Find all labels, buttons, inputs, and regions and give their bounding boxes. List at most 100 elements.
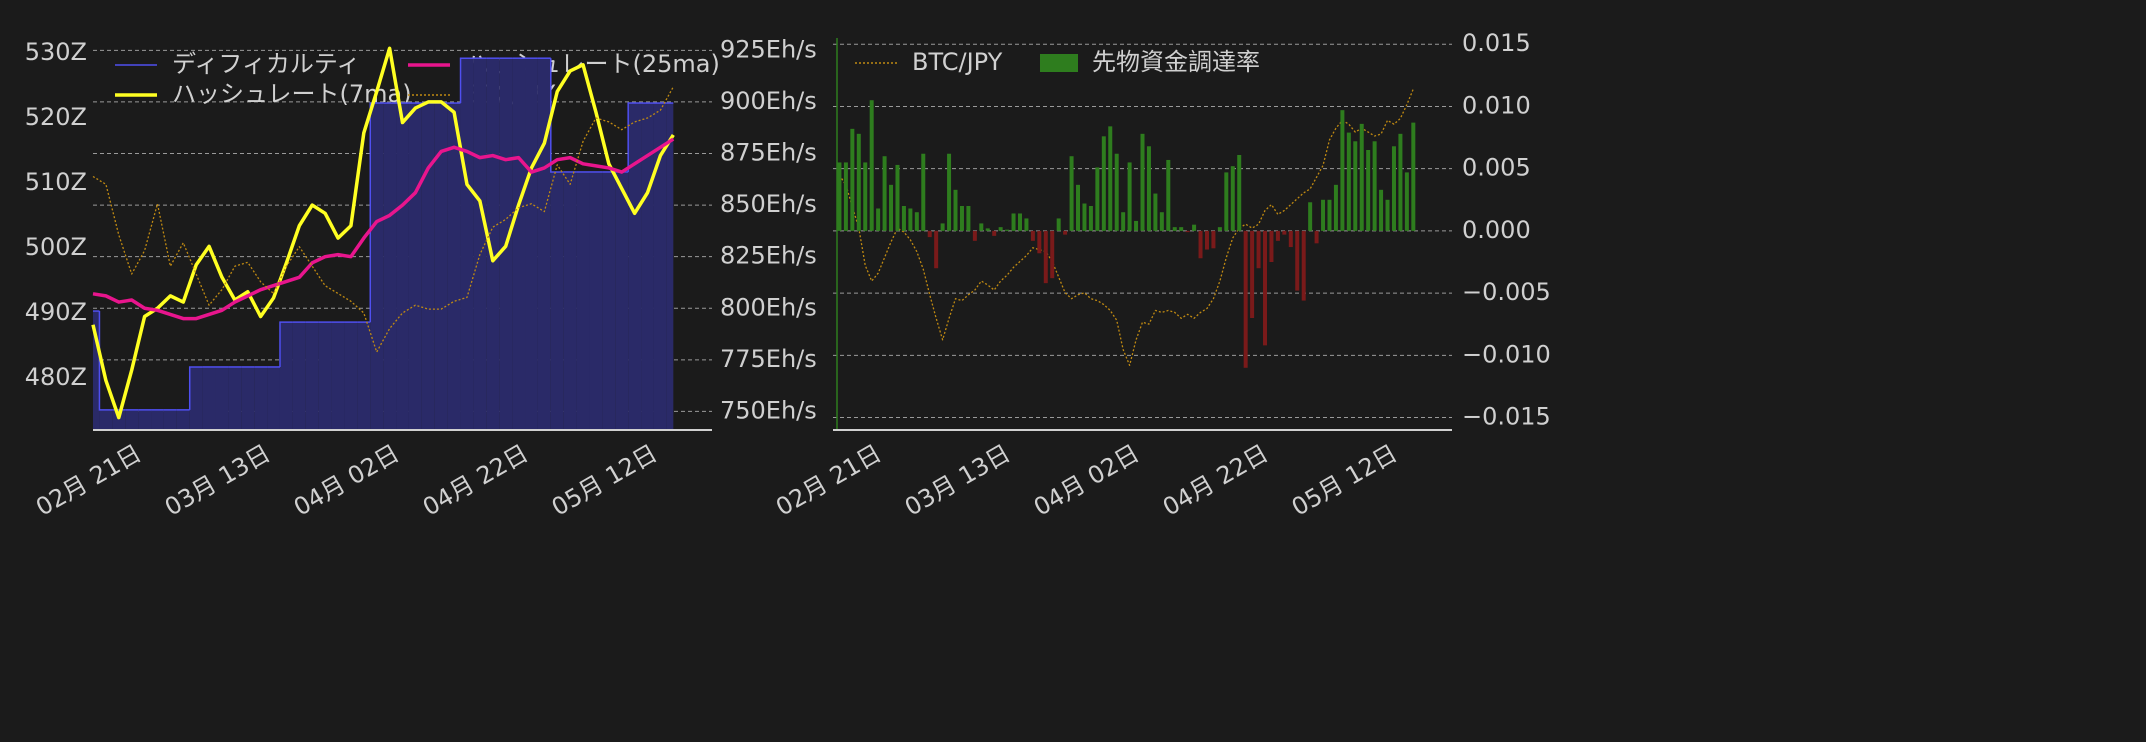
difficulty-area xyxy=(215,366,229,430)
difficulty-area xyxy=(525,58,538,430)
difficulty-step xyxy=(459,57,474,104)
y-tick-label: −0.010 xyxy=(1462,340,1551,368)
bar xyxy=(1295,230,1300,291)
series-line xyxy=(91,46,675,420)
bar xyxy=(908,208,913,231)
bar xyxy=(1256,230,1261,269)
bar xyxy=(1211,230,1216,249)
bar xyxy=(1088,206,1093,231)
bar xyxy=(1237,154,1242,231)
difficulty-area xyxy=(254,366,268,430)
bar xyxy=(953,189,958,231)
bar xyxy=(1121,212,1126,231)
bar xyxy=(1082,203,1087,231)
bar xyxy=(1043,230,1048,284)
bar xyxy=(1134,220,1139,231)
bar xyxy=(966,206,971,231)
bar xyxy=(921,153,926,231)
difficulty-area xyxy=(305,322,319,430)
bar xyxy=(1230,166,1235,231)
y2-tick-label: 925Eh/s xyxy=(720,35,817,63)
y2-tick-label: 900Eh/s xyxy=(720,87,817,115)
bar xyxy=(856,133,861,231)
difficulty-area xyxy=(267,366,280,430)
difficulty-area xyxy=(666,103,674,431)
x-tick-label: 03月 13日 xyxy=(900,439,1015,522)
bar xyxy=(1404,172,1409,231)
bar xyxy=(1198,230,1203,259)
difficulty-area xyxy=(550,171,564,430)
y2-tick-label: 750Eh/s xyxy=(720,396,817,424)
bar xyxy=(1314,230,1319,244)
bar xyxy=(985,228,990,231)
difficulty-area xyxy=(163,409,177,430)
bar xyxy=(1391,146,1396,231)
difficulty-area xyxy=(473,58,487,430)
bar xyxy=(1166,159,1171,231)
bar xyxy=(869,100,874,231)
bar xyxy=(1250,230,1255,318)
bar xyxy=(876,208,881,231)
bar xyxy=(1108,126,1113,231)
bar xyxy=(1179,227,1184,231)
bar xyxy=(1095,167,1100,231)
difficulty-area xyxy=(318,322,332,430)
bar xyxy=(1146,146,1151,231)
bar xyxy=(1153,193,1158,231)
difficulty-area xyxy=(151,409,164,430)
bar xyxy=(1321,199,1326,231)
difficulty-area xyxy=(344,322,358,430)
difficulty-area xyxy=(112,409,126,430)
bar xyxy=(1385,199,1390,231)
y-tick-label: 530Z xyxy=(25,38,87,66)
bar xyxy=(947,153,952,231)
bar xyxy=(895,164,900,231)
bar xyxy=(992,230,997,236)
difficulty-area xyxy=(241,366,255,430)
bar xyxy=(1114,153,1119,231)
difficulty-area xyxy=(228,366,242,430)
y-tick-label: 0.005 xyxy=(1462,154,1531,182)
bar xyxy=(1301,230,1306,301)
y-tick-label: 0.015 xyxy=(1462,29,1531,57)
bar xyxy=(1011,213,1016,231)
x-tick-label: 05月 12日 xyxy=(1287,439,1402,522)
difficulty-step xyxy=(279,321,293,367)
bar xyxy=(1282,230,1287,235)
bar xyxy=(1359,123,1364,231)
series-line xyxy=(838,88,1414,366)
difficulty-area xyxy=(447,103,461,431)
y-tick-label: −0.015 xyxy=(1462,403,1551,431)
difficulty-area xyxy=(202,366,216,430)
difficulty-area xyxy=(486,58,500,430)
bar xyxy=(1308,202,1313,231)
bar xyxy=(1288,230,1293,248)
bar xyxy=(1050,230,1055,279)
difficulty-area xyxy=(602,171,616,430)
difficulty-area xyxy=(396,103,409,431)
y2-tick-label: 825Eh/s xyxy=(720,242,817,270)
difficulty-area xyxy=(408,103,422,431)
difficulty-area xyxy=(99,409,113,430)
bar xyxy=(940,223,945,231)
bar xyxy=(1076,184,1081,231)
difficulty-area xyxy=(537,58,551,430)
bar xyxy=(1140,133,1145,231)
y-tick-label: 480Z xyxy=(25,363,87,391)
bar xyxy=(934,230,939,269)
y-tick-label: 520Z xyxy=(25,103,87,131)
bar xyxy=(1005,229,1010,231)
difficulty-area xyxy=(138,409,152,430)
bar xyxy=(882,156,887,231)
bar xyxy=(1204,230,1209,250)
legend-swatch xyxy=(1040,54,1078,72)
y-tick-label: −0.005 xyxy=(1462,278,1551,306)
difficulty-area xyxy=(93,311,100,430)
legend-label: BTC/JPY xyxy=(912,48,1003,76)
y-tick-label: 500Z xyxy=(25,233,87,261)
y2-tick-label: 850Eh/s xyxy=(720,190,817,218)
bar xyxy=(1398,133,1403,231)
x-tick-label: 04月 02日 xyxy=(289,439,404,522)
